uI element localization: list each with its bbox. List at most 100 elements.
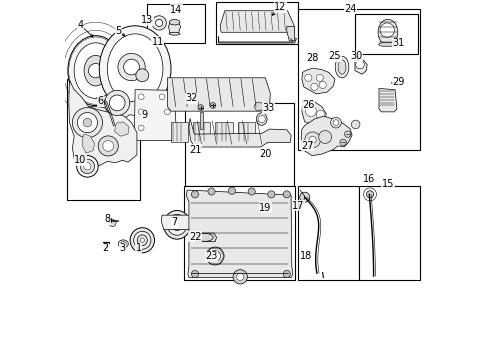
Ellipse shape [74, 43, 117, 98]
Polygon shape [161, 215, 193, 229]
Circle shape [267, 191, 274, 198]
Text: 30: 30 [349, 51, 362, 61]
Text: 2: 2 [102, 243, 108, 253]
Circle shape [283, 191, 290, 198]
Bar [183, 186, 295, 280]
Text: 13: 13 [141, 15, 153, 26]
Text: 26: 26 [302, 100, 314, 110]
Text: 33: 33 [262, 103, 274, 113]
Text: 31: 31 [392, 38, 404, 48]
Circle shape [283, 270, 290, 278]
Circle shape [191, 191, 198, 198]
Circle shape [355, 60, 364, 69]
Ellipse shape [68, 36, 123, 105]
Text: 27: 27 [301, 141, 313, 151]
Circle shape [191, 270, 198, 278]
Text: 11: 11 [151, 37, 163, 47]
Text: 16: 16 [363, 174, 375, 184]
Ellipse shape [171, 219, 182, 230]
Circle shape [344, 131, 350, 137]
Circle shape [236, 273, 244, 280]
Ellipse shape [163, 211, 190, 239]
Polygon shape [215, 122, 232, 142]
Circle shape [308, 136, 316, 143]
Circle shape [299, 192, 309, 202]
Circle shape [319, 81, 325, 89]
Circle shape [305, 106, 316, 117]
Ellipse shape [169, 32, 180, 35]
Circle shape [228, 187, 235, 194]
Polygon shape [218, 37, 296, 43]
Ellipse shape [130, 228, 154, 253]
Bar [215, 3, 297, 44]
Text: 3: 3 [119, 243, 125, 253]
Circle shape [207, 188, 215, 195]
Circle shape [254, 102, 263, 111]
Circle shape [247, 188, 255, 195]
Text: 6: 6 [97, 96, 103, 106]
Polygon shape [168, 23, 180, 33]
Polygon shape [83, 107, 110, 127]
Polygon shape [82, 134, 94, 153]
Ellipse shape [377, 19, 397, 45]
Polygon shape [186, 190, 292, 278]
Text: 22: 22 [188, 232, 201, 242]
Text: 14: 14 [170, 5, 182, 15]
Circle shape [138, 125, 144, 131]
Polygon shape [188, 118, 290, 147]
Text: 29: 29 [392, 77, 404, 87]
Ellipse shape [140, 238, 144, 242]
Polygon shape [286, 27, 294, 41]
Polygon shape [378, 89, 396, 112]
Text: 20: 20 [259, 149, 271, 159]
Bar [67, 79, 140, 200]
Text: 12: 12 [274, 2, 286, 12]
Ellipse shape [118, 240, 128, 248]
Circle shape [102, 140, 113, 151]
Text: 5: 5 [115, 26, 121, 36]
Circle shape [104, 90, 129, 116]
Ellipse shape [335, 56, 348, 78]
Circle shape [152, 16, 166, 30]
Text: 10: 10 [74, 155, 86, 165]
Polygon shape [117, 99, 151, 118]
Circle shape [109, 95, 125, 111]
Text: 18: 18 [300, 251, 312, 261]
Ellipse shape [99, 26, 171, 112]
Bar [359, 186, 419, 280]
Ellipse shape [256, 113, 266, 125]
Text: 32: 32 [185, 93, 197, 103]
Ellipse shape [378, 42, 395, 46]
Circle shape [80, 159, 94, 174]
Circle shape [332, 120, 338, 126]
Ellipse shape [169, 19, 180, 25]
Text: 21: 21 [188, 144, 201, 154]
Polygon shape [167, 78, 270, 111]
Polygon shape [194, 233, 216, 242]
Bar [147, 4, 204, 43]
Circle shape [77, 113, 97, 133]
Ellipse shape [133, 231, 151, 249]
Circle shape [88, 63, 102, 78]
Circle shape [155, 19, 163, 27]
Text: 1: 1 [135, 243, 142, 253]
Text: 15: 15 [381, 179, 393, 189]
Circle shape [77, 156, 98, 177]
Text: 24: 24 [344, 4, 356, 14]
Text: 7: 7 [171, 217, 177, 227]
Text: 8: 8 [104, 215, 110, 224]
Circle shape [138, 94, 144, 100]
Circle shape [316, 74, 323, 81]
Polygon shape [220, 11, 294, 32]
Circle shape [258, 116, 265, 123]
Circle shape [310, 83, 317, 90]
Circle shape [198, 105, 203, 111]
Ellipse shape [137, 235, 147, 246]
Circle shape [339, 139, 346, 145]
Ellipse shape [197, 233, 213, 241]
Circle shape [118, 53, 145, 81]
Circle shape [83, 118, 92, 127]
Ellipse shape [120, 242, 126, 246]
Circle shape [138, 109, 144, 115]
Bar [297, 186, 358, 280]
